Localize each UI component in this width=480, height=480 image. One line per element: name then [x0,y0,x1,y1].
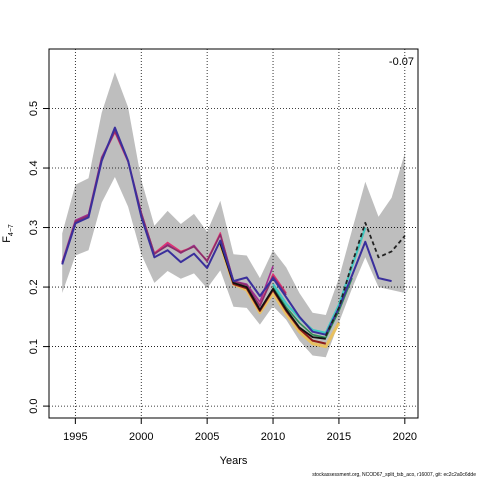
y-tick-label-5: 0.5 [28,101,40,116]
y-tick-label-0: 0.0 [28,398,40,413]
x-axis: 1995 2000 2005 2010 2015 2020 [63,418,417,443]
x-tick-label-5: 2020 [393,431,417,443]
y-tick-label-1: 0.1 [28,339,40,354]
series-line-5 [272,277,353,339]
series-line-7 [219,243,326,340]
y-axis-title: F4−7 [1,224,15,243]
plot-frame [48,48,419,419]
confidence-band [62,72,405,358]
series-line-9 [324,221,406,337]
x-tick-label-2: 2005 [195,431,219,443]
x-tick-label-0: 1995 [63,431,87,443]
x-tick-label-3: 2010 [261,431,285,443]
series-lines [61,126,406,349]
y-axis: 0.0 0.1 0.2 0.3 0.4 0.5 [28,101,49,414]
band-area [62,72,405,358]
series-line-8 [61,126,392,336]
svg-text:F4−7: F4−7 [1,224,15,243]
y-tick-label-2: 0.2 [28,279,40,294]
series-line-6 [272,227,367,334]
footer-credit: stockassessment.org, NCOD67_split_tsb_ac… [312,472,476,478]
corner-annotation: -0.07 [389,56,414,68]
x-axis-title: Years [220,455,248,467]
y-tick-label-3: 0.3 [28,220,40,235]
y-axis-title-sub: 4−7 [8,224,15,236]
x-tick-label-1: 2000 [129,431,153,443]
x-tick-label-4: 2015 [327,431,351,443]
y-tick-label-4: 0.4 [28,160,40,175]
y-axis-title-main: F [1,236,13,243]
